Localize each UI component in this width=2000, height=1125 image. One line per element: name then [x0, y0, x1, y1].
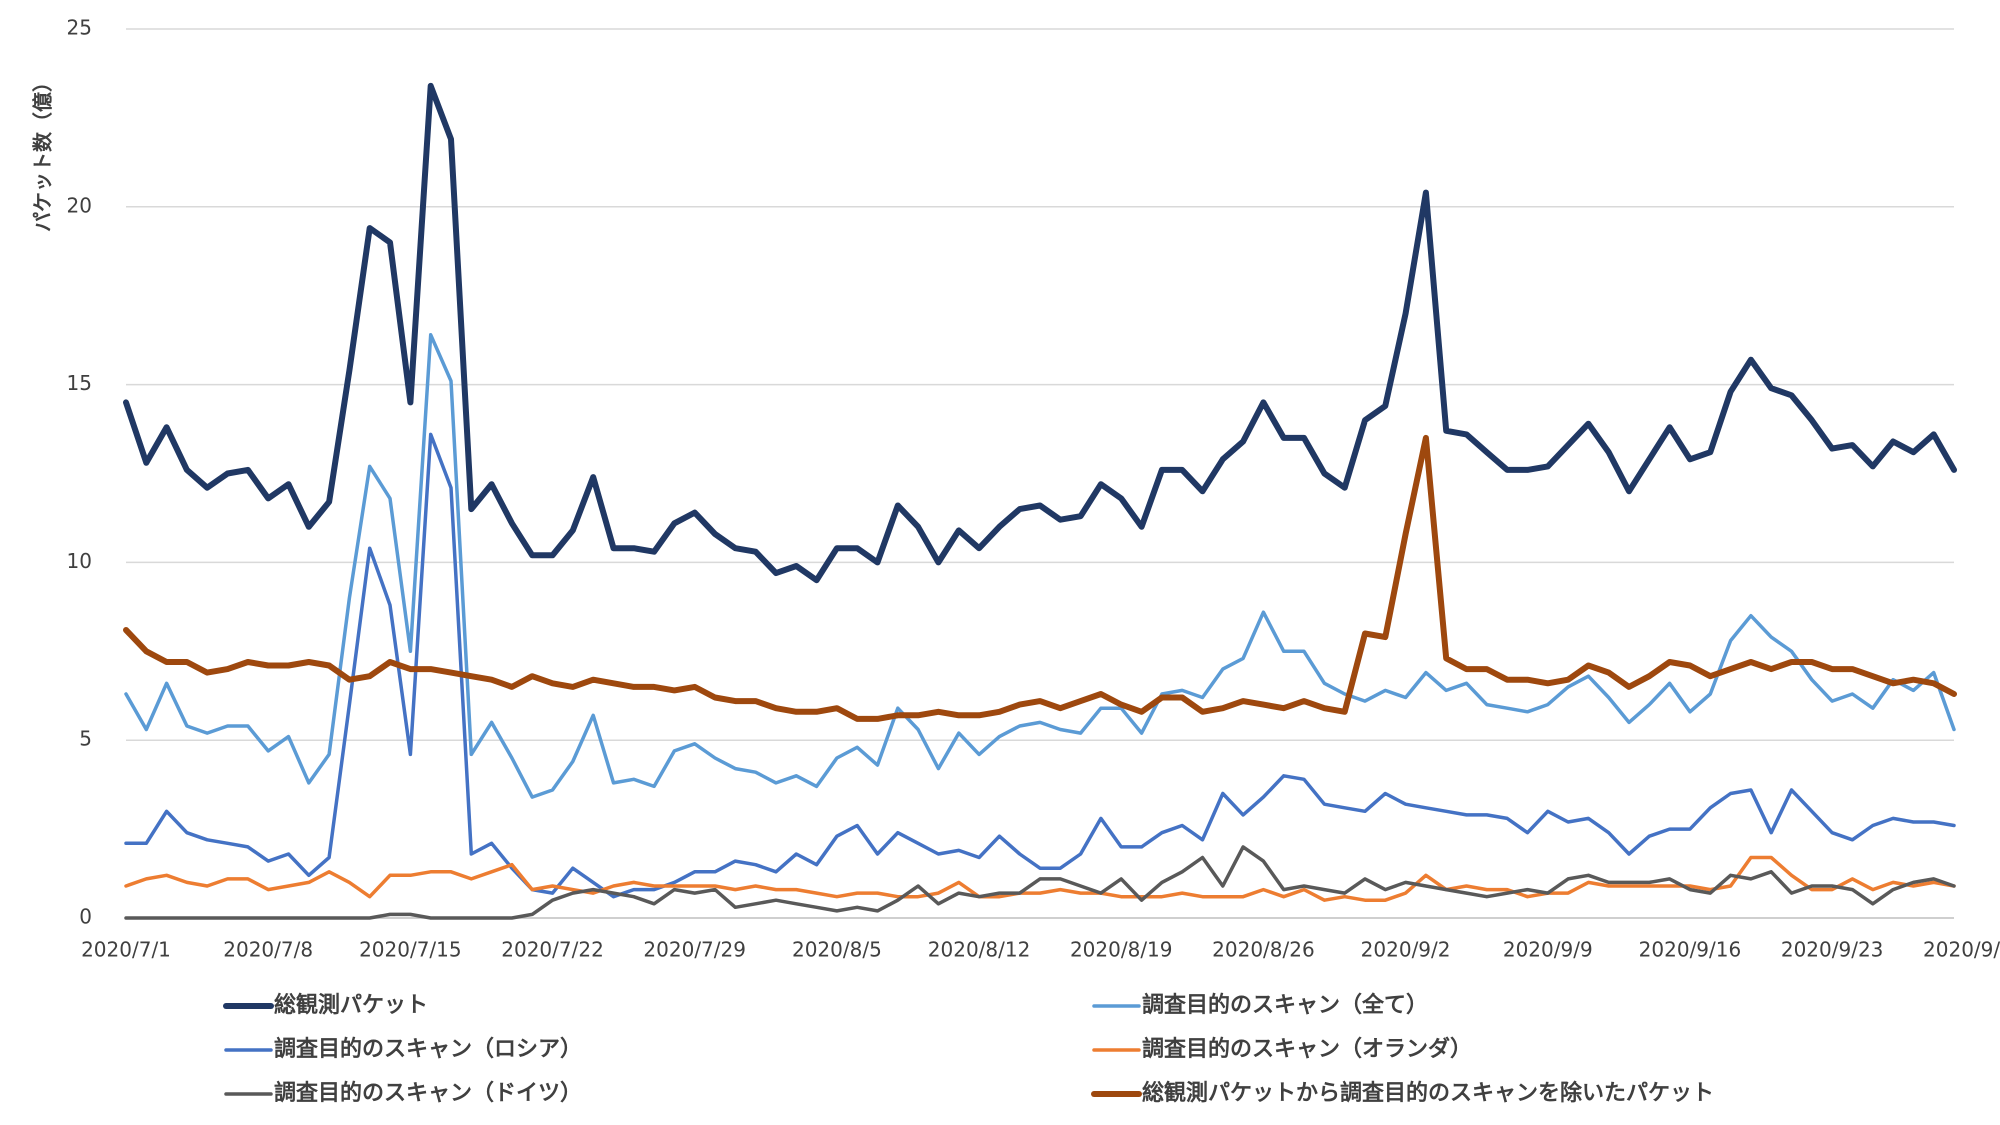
x-tick-label: 2020/7/22: [501, 938, 604, 962]
series-line-1: [123, 82, 1957, 584]
y-tick-label: 15: [67, 371, 92, 395]
x-tick-label: 2020/9/30: [1923, 938, 2000, 962]
y-tick-label: 25: [67, 16, 92, 40]
legend-label: 調査目的のスキャン（全て）: [1142, 992, 1428, 1018]
x-tick-label: 2020/9/23: [1781, 938, 1884, 962]
x-tick-label: 2020/9/16: [1639, 938, 1742, 962]
series-line-2: [124, 333, 1956, 799]
legend-label: 調査目的のスキャン（ドイツ）: [274, 1080, 582, 1106]
series-lines: [123, 82, 1957, 920]
y-tick-label: 20: [67, 193, 92, 217]
legend: 総観測パケット 調査目的のスキャン（全て） 調査目的のスキャン（ロシア） 調査目的のス…: [223, 992, 1714, 1106]
x-tick-label: 2020/8/12: [928, 938, 1031, 962]
y-tick-label: 0: [79, 905, 92, 929]
x-tick-label: 2020/7/29: [643, 938, 746, 962]
x-tick-label: 2020/7/15: [359, 938, 462, 962]
legend-item: 調査目的のスキャン（ロシア）: [224, 1036, 582, 1062]
legend-label: 総観測パケットから調査目的のスキャンを除いたパケット: [1142, 1080, 1714, 1106]
y-tick-label: 5: [79, 727, 92, 751]
legend-item: 調査目的のスキャン（オランダ）: [1092, 1036, 1472, 1062]
x-tick-label: 2020/9/9: [1503, 938, 1593, 962]
y-tick-label: 10: [67, 549, 92, 573]
series-line-5: [124, 845, 1956, 920]
x-tick-label: 2020/8/19: [1070, 938, 1173, 962]
series-line-4: [124, 855, 1956, 902]
series-line-3: [124, 432, 1956, 899]
y-axis-label: パケット数（億）: [31, 72, 55, 232]
y-tick-labels: 0 5 10 15 20 25: [67, 16, 92, 929]
legend-label: 調査目的のスキャン（オランダ）: [1142, 1036, 1472, 1062]
gridlines: [126, 28, 1954, 741]
legend-item: 調査目的のスキャン（全て）: [1092, 992, 1428, 1018]
x-tick-label: 2020/8/5: [792, 938, 882, 962]
legend-label: 調査目的のスキャン（ロシア）: [274, 1036, 582, 1062]
legend-item: 調査目的のスキャン（ドイツ）: [224, 1080, 582, 1106]
legend-label: 総観測パケット: [274, 992, 428, 1018]
x-tick-label: 2020/8/26: [1212, 938, 1315, 962]
x-tick-label: 2020/9/2: [1361, 938, 1451, 962]
series-line-6: [123, 434, 1957, 722]
legend-item: 総観測パケット: [223, 992, 428, 1018]
x-tick-label: 2020/7/1: [81, 938, 171, 962]
x-tick-label: 2020/7/8: [223, 938, 313, 962]
legend-item: 総観測パケットから調査目的のスキャンを除いたパケット: [1091, 1080, 1714, 1106]
x-tick-labels: 2020/7/1 2020/7/8 2020/7/15 2020/7/22 2020/7…: [81, 938, 2000, 962]
